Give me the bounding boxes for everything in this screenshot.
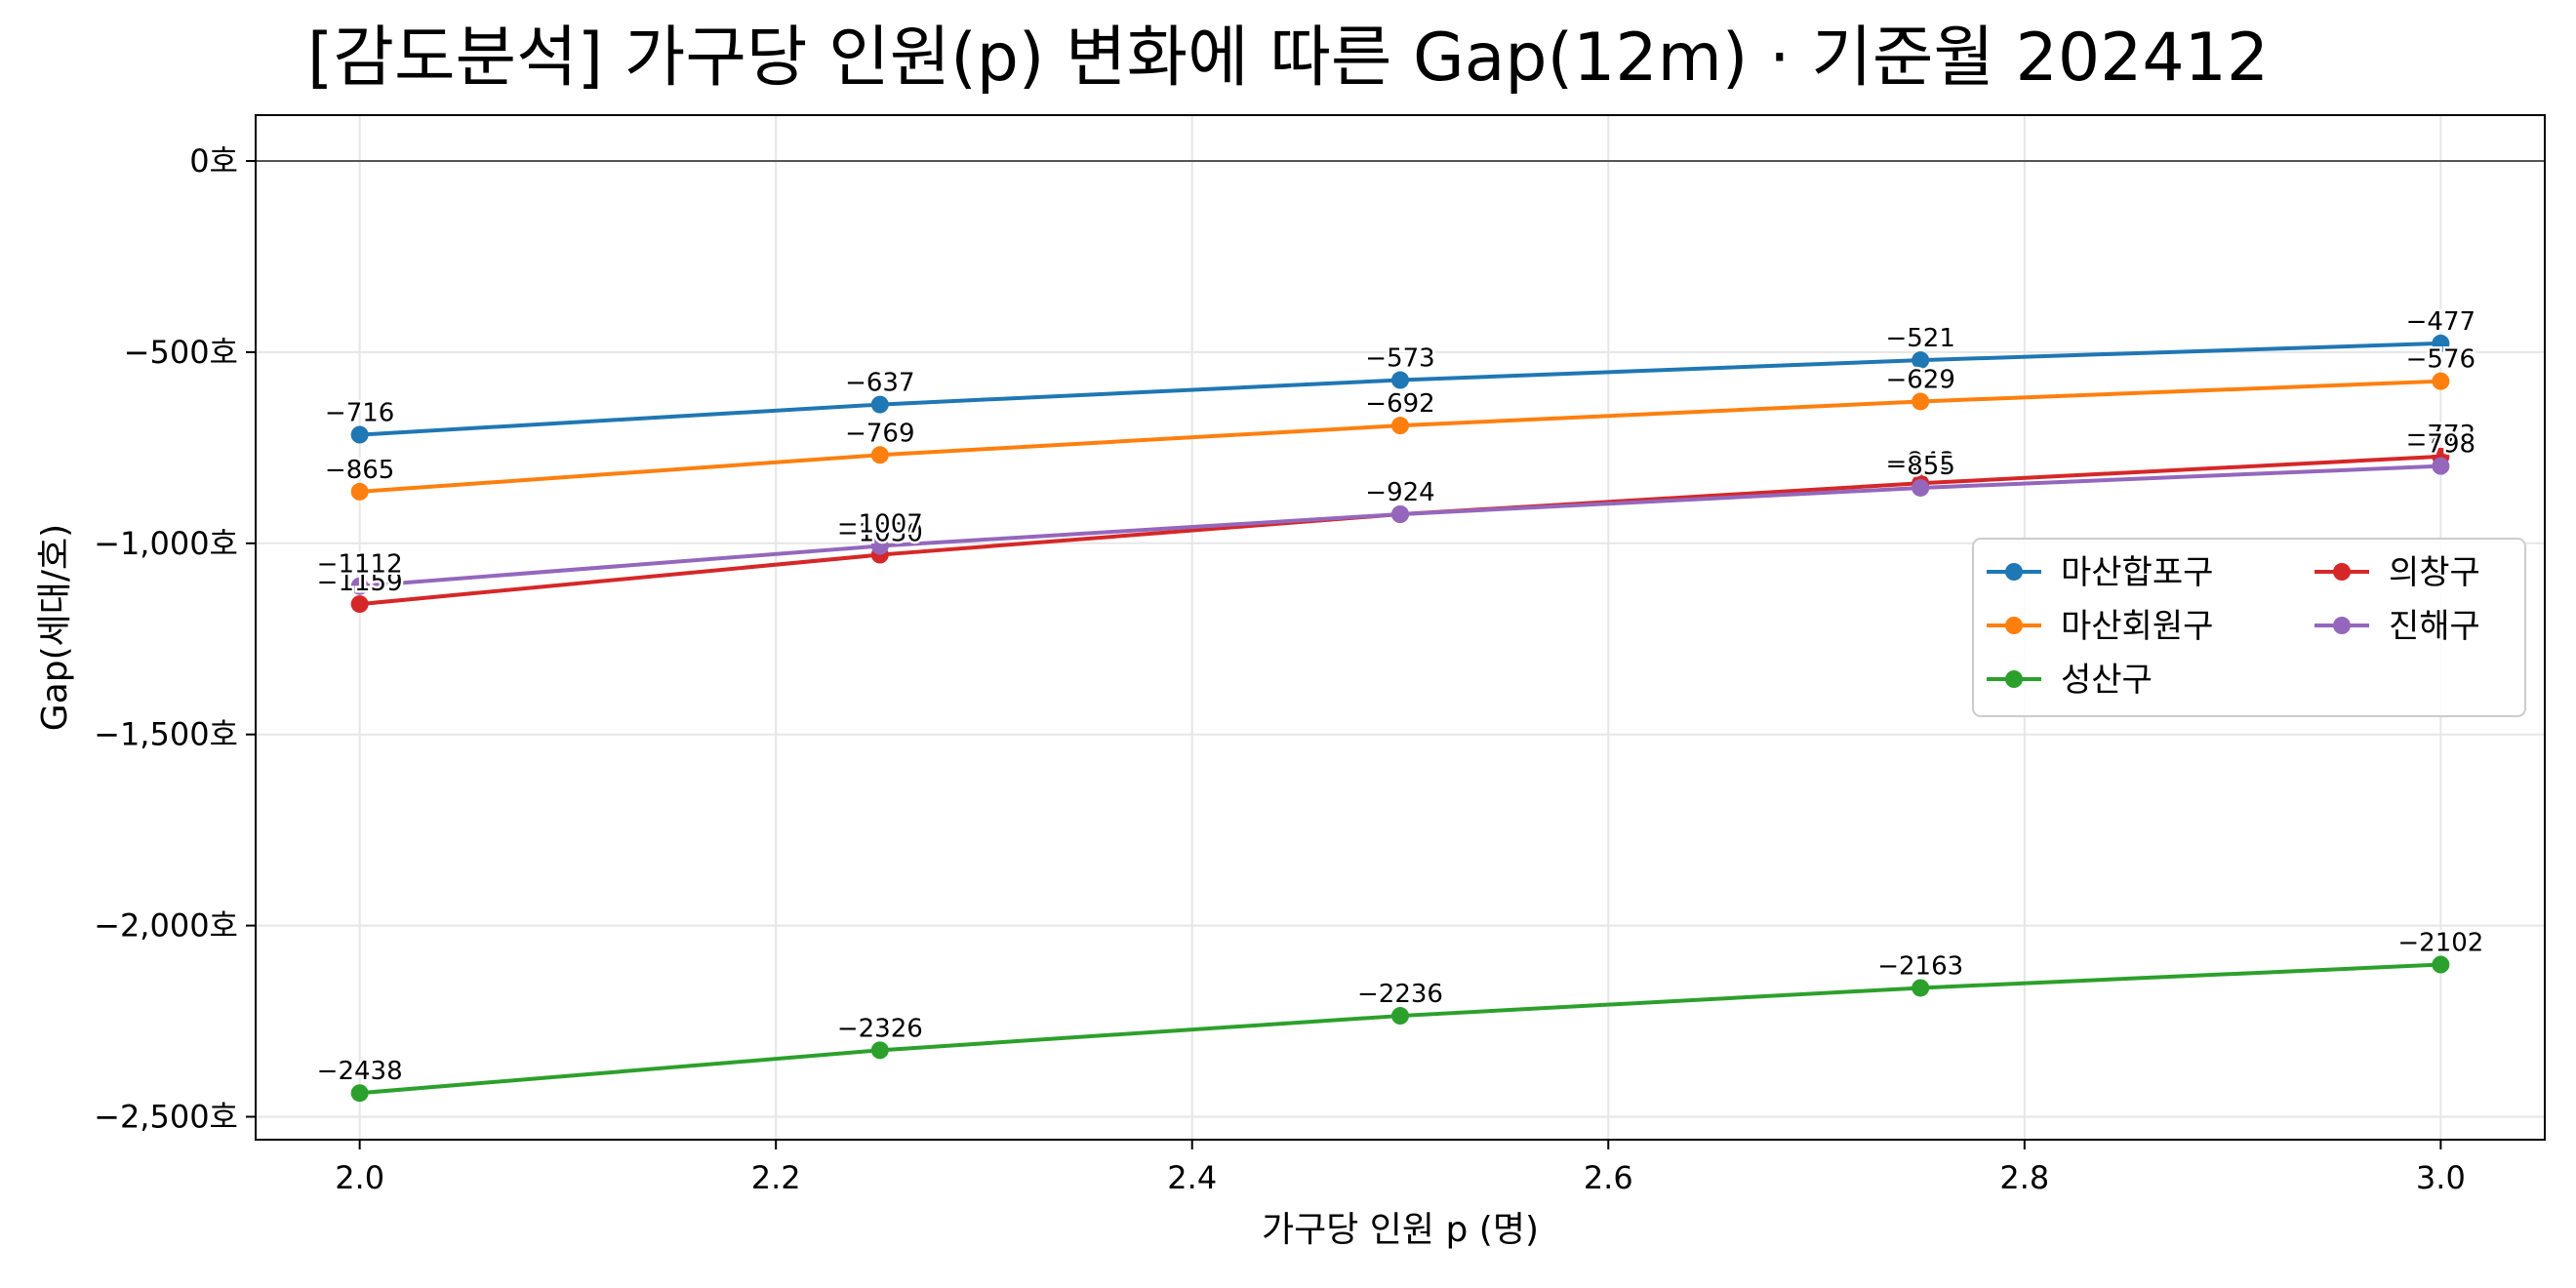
- legend-swatch-marker: [2333, 563, 2351, 581]
- data-label: −1159: [317, 568, 403, 597]
- data-label: −924: [1365, 478, 1434, 507]
- legend-item: 마산합포구: [1987, 553, 2213, 592]
- legend-item: 마산회원구: [1987, 607, 2213, 646]
- data-label: −573: [1365, 344, 1434, 374]
- x-tick-label: 2.0: [335, 1159, 384, 1196]
- data-labels: −716 −637 −573 −521 −477 −865 −769 −692 −629 −576…: [314, 304, 2486, 1088]
- data-point: [350, 577, 369, 595]
- data-label: −773: [2406, 421, 2475, 450]
- data-label: −855: [1885, 452, 1954, 481]
- data-point: [2432, 334, 2450, 352]
- data-label: −477: [2406, 307, 2475, 337]
- data-point: [1391, 505, 1409, 524]
- x-tick-label: 3.0: [2416, 1159, 2466, 1196]
- data-point: [350, 1084, 369, 1103]
- y-tick-label: −2,500호: [94, 1098, 238, 1135]
- data-label: −865: [325, 456, 394, 485]
- y-tick-label: 0호: [189, 142, 238, 180]
- data-label: −1030: [837, 519, 923, 548]
- data-point: [1912, 392, 1930, 411]
- data-point: [870, 1041, 889, 1060]
- x-tick-label: 2.2: [751, 1159, 801, 1196]
- data-label: −2163: [1877, 951, 1963, 981]
- series-group: [350, 334, 2450, 1103]
- data-point: [350, 482, 369, 501]
- plot-area-frame: [255, 114, 2546, 1141]
- data-label: −1007: [837, 510, 923, 540]
- data-label: −637: [845, 369, 914, 398]
- x-tick-label: 2.4: [1167, 1159, 1217, 1196]
- data-point: [1912, 478, 1930, 497]
- y-tick-label: −1,000호: [94, 525, 238, 562]
- legend-label: 마산합포구: [2061, 553, 2213, 592]
- y-tick-label: −500호: [124, 334, 238, 371]
- legend-item: 성산구: [1987, 661, 2153, 700]
- legend-swatch-marker: [2333, 617, 2351, 634]
- data-label: −2102: [2397, 929, 2483, 958]
- data-point: [2432, 955, 2450, 974]
- data-label: −798: [2406, 430, 2475, 460]
- data-point: [870, 395, 889, 414]
- data-point: [350, 425, 369, 444]
- legend-label: 마산회원구: [2061, 607, 2213, 646]
- legend-label: 성산구: [2061, 661, 2153, 700]
- data-label: −924: [1365, 478, 1434, 507]
- y-tick-label: −1,500호: [94, 716, 238, 753]
- x-tick-label: 2.8: [1999, 1159, 2049, 1196]
- data-label: −521: [1885, 324, 1954, 353]
- data-label: −843: [1885, 447, 1954, 476]
- data-label: −629: [1885, 365, 1954, 394]
- legend-swatch-marker: [2005, 563, 2023, 581]
- data-label: −2236: [1357, 980, 1443, 1009]
- data-point: [1391, 371, 1409, 389]
- y-axis-ticks: 0호 −500호 −1,000호 −1,500호 −2,000호 −2,500호: [94, 142, 256, 1135]
- data-point: [350, 595, 369, 614]
- data-label: −716: [325, 399, 394, 428]
- data-point: [1912, 351, 1930, 370]
- data-label: −2326: [837, 1014, 923, 1043]
- y-axis-label: Gap(세대/호): [35, 524, 75, 731]
- data-label: −2438: [317, 1057, 403, 1086]
- data-point: [1391, 417, 1409, 435]
- legend-item: 의창구: [2314, 553, 2480, 592]
- data-point: [870, 537, 889, 555]
- x-axis-ticks: 2.0 2.2 2.4 2.6 2.8 3.0: [335, 1140, 2466, 1196]
- data-label: −769: [845, 419, 914, 448]
- chart-title: [감도분석] 가구당 인원(p) 변화에 따른 Gap(12m) · 기준월 2…: [307, 20, 2269, 97]
- data-point: [870, 446, 889, 464]
- x-tick-label: 2.6: [1584, 1159, 1633, 1196]
- legend-item: 진해구: [2314, 607, 2480, 646]
- data-point: [1391, 1007, 1409, 1026]
- y-tick-label: −2,000호: [94, 907, 238, 945]
- legend-label: 진해구: [2389, 607, 2480, 646]
- data-label: −692: [1365, 389, 1434, 419]
- data-label: −576: [2406, 345, 2475, 375]
- legend-swatch-marker: [2005, 617, 2023, 634]
- data-point: [1912, 979, 1930, 997]
- legend-label: 의창구: [2389, 553, 2480, 592]
- data-point: [2432, 372, 2450, 390]
- legend-box: [1972, 538, 2526, 717]
- data-label: −1112: [317, 550, 403, 580]
- x-axis-label: 가구당 인원 p (명): [1262, 1210, 1539, 1250]
- data-point: [2432, 457, 2450, 475]
- legend-swatch-marker: [2005, 670, 2023, 688]
